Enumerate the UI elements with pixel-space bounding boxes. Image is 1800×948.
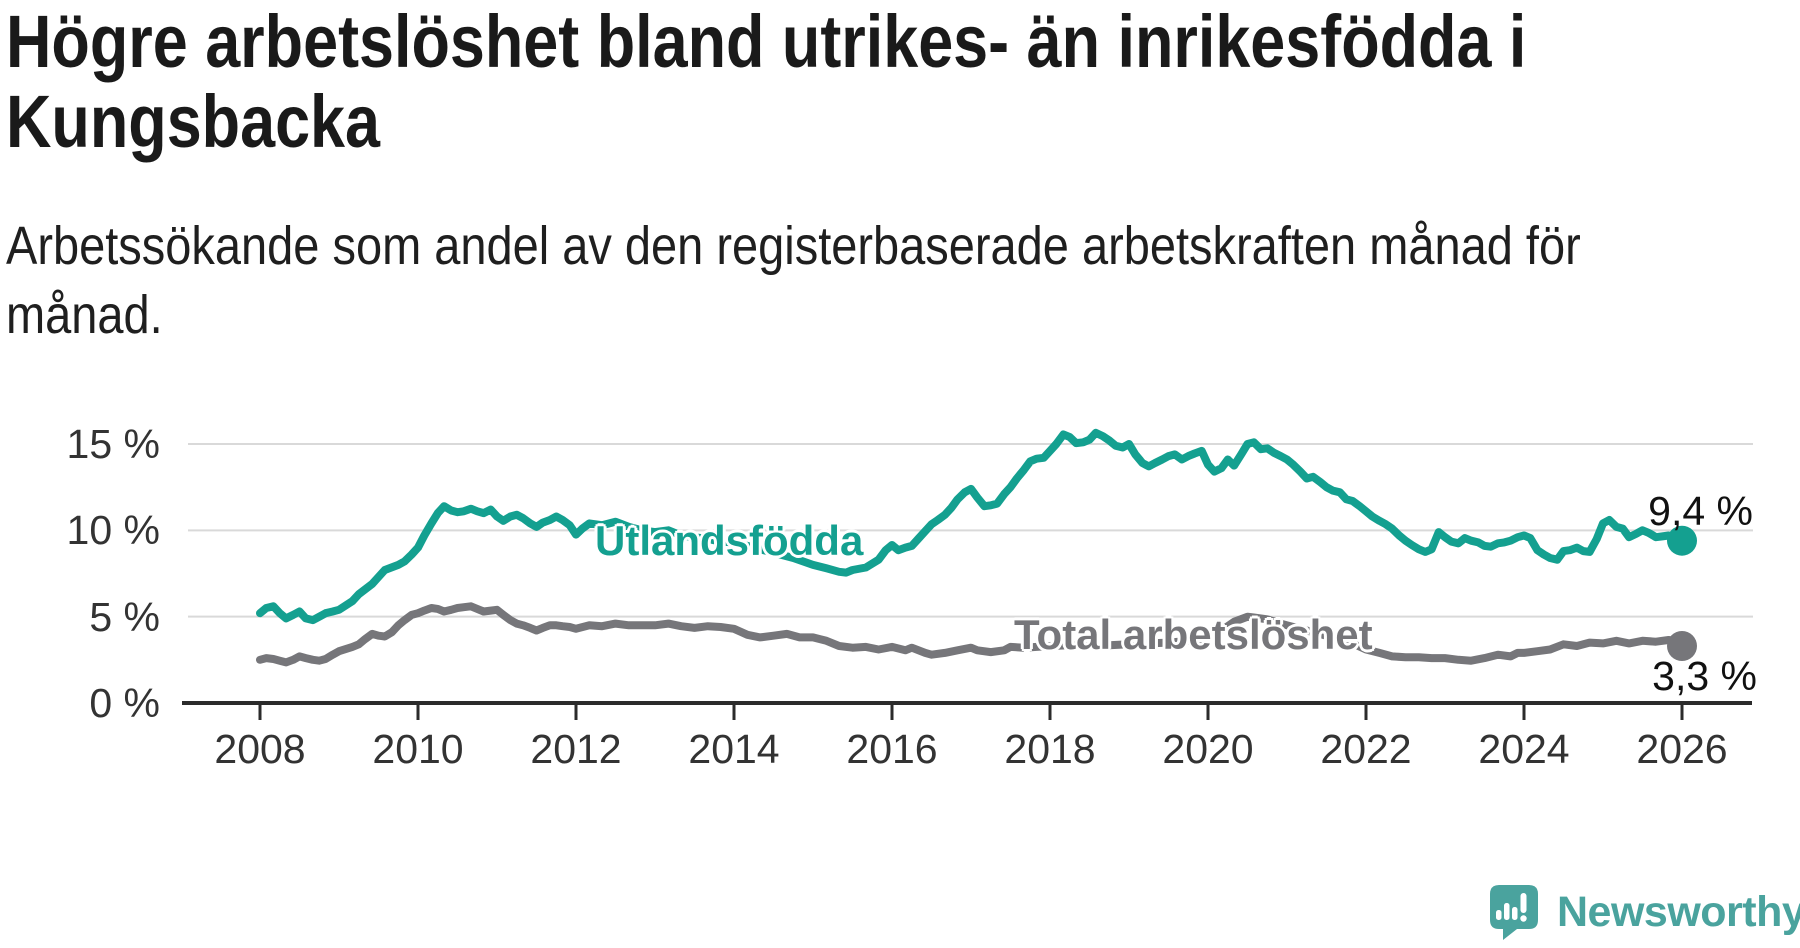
x-tick-label: 2008 (214, 726, 306, 772)
chart-subtitle-line2: månad. (6, 285, 163, 345)
end-value-utlandsfodda: 9,4 % (1648, 488, 1753, 534)
x-tick-label: 2024 (1478, 726, 1570, 772)
newsworthy-wordmark: Newsworthy (1557, 888, 1800, 936)
end-value-total-arbetsloshet: 3,3 % (1652, 653, 1757, 699)
x-tick-label: 2022 (1320, 726, 1412, 772)
x-axis-group (182, 701, 1752, 720)
bar-chart-speech-bubble-icon (1490, 885, 1538, 940)
x-tick-label: 2012 (530, 726, 622, 772)
total-arbetsloshet-line (256, 602, 1686, 667)
gridlines-group (188, 442, 1753, 618)
total-arbetsloshet-endpoint-dot (1667, 631, 1697, 662)
y-tick-label: 5 % (89, 593, 160, 640)
x-tick-label: 2014 (688, 726, 780, 772)
x-tick-label: 2020 (1162, 726, 1254, 772)
chart-subtitle: Arbetssökande som andel av den registerb… (6, 212, 1581, 350)
y-tick-label: 10 % (66, 507, 160, 554)
chart-title-line2: Kungsbacka (6, 80, 381, 163)
x-tick-label: 2026 (1636, 726, 1728, 772)
series-label-utlandsfodda: Utlandsfödda (595, 517, 864, 564)
y-tick-label: 15 % (66, 420, 160, 467)
x-tick-label: 2016 (846, 726, 938, 772)
series-group (256, 428, 1697, 667)
newsworthy-logo: Newsworthy (1487, 884, 1800, 941)
utlandsfodda-endpoint-dot (1667, 525, 1697, 556)
chart-title-line1: Högre arbetslöshet bland utrikes- än inr… (6, 0, 1527, 83)
chart-title: Högre arbetslöshet bland utrikes- än inr… (6, 2, 1526, 162)
chart-subtitle-line1: Arbetssökande som andel av den registerb… (6, 216, 1581, 276)
utlandsfodda-line (256, 428, 1686, 625)
y-tick-label: 0 % (89, 680, 160, 726)
x-tick-label: 2018 (1004, 726, 1096, 772)
series-label-total-arbetsloshet: Total arbetslöshet (1014, 611, 1373, 658)
x-tick-label: 2010 (372, 726, 464, 772)
